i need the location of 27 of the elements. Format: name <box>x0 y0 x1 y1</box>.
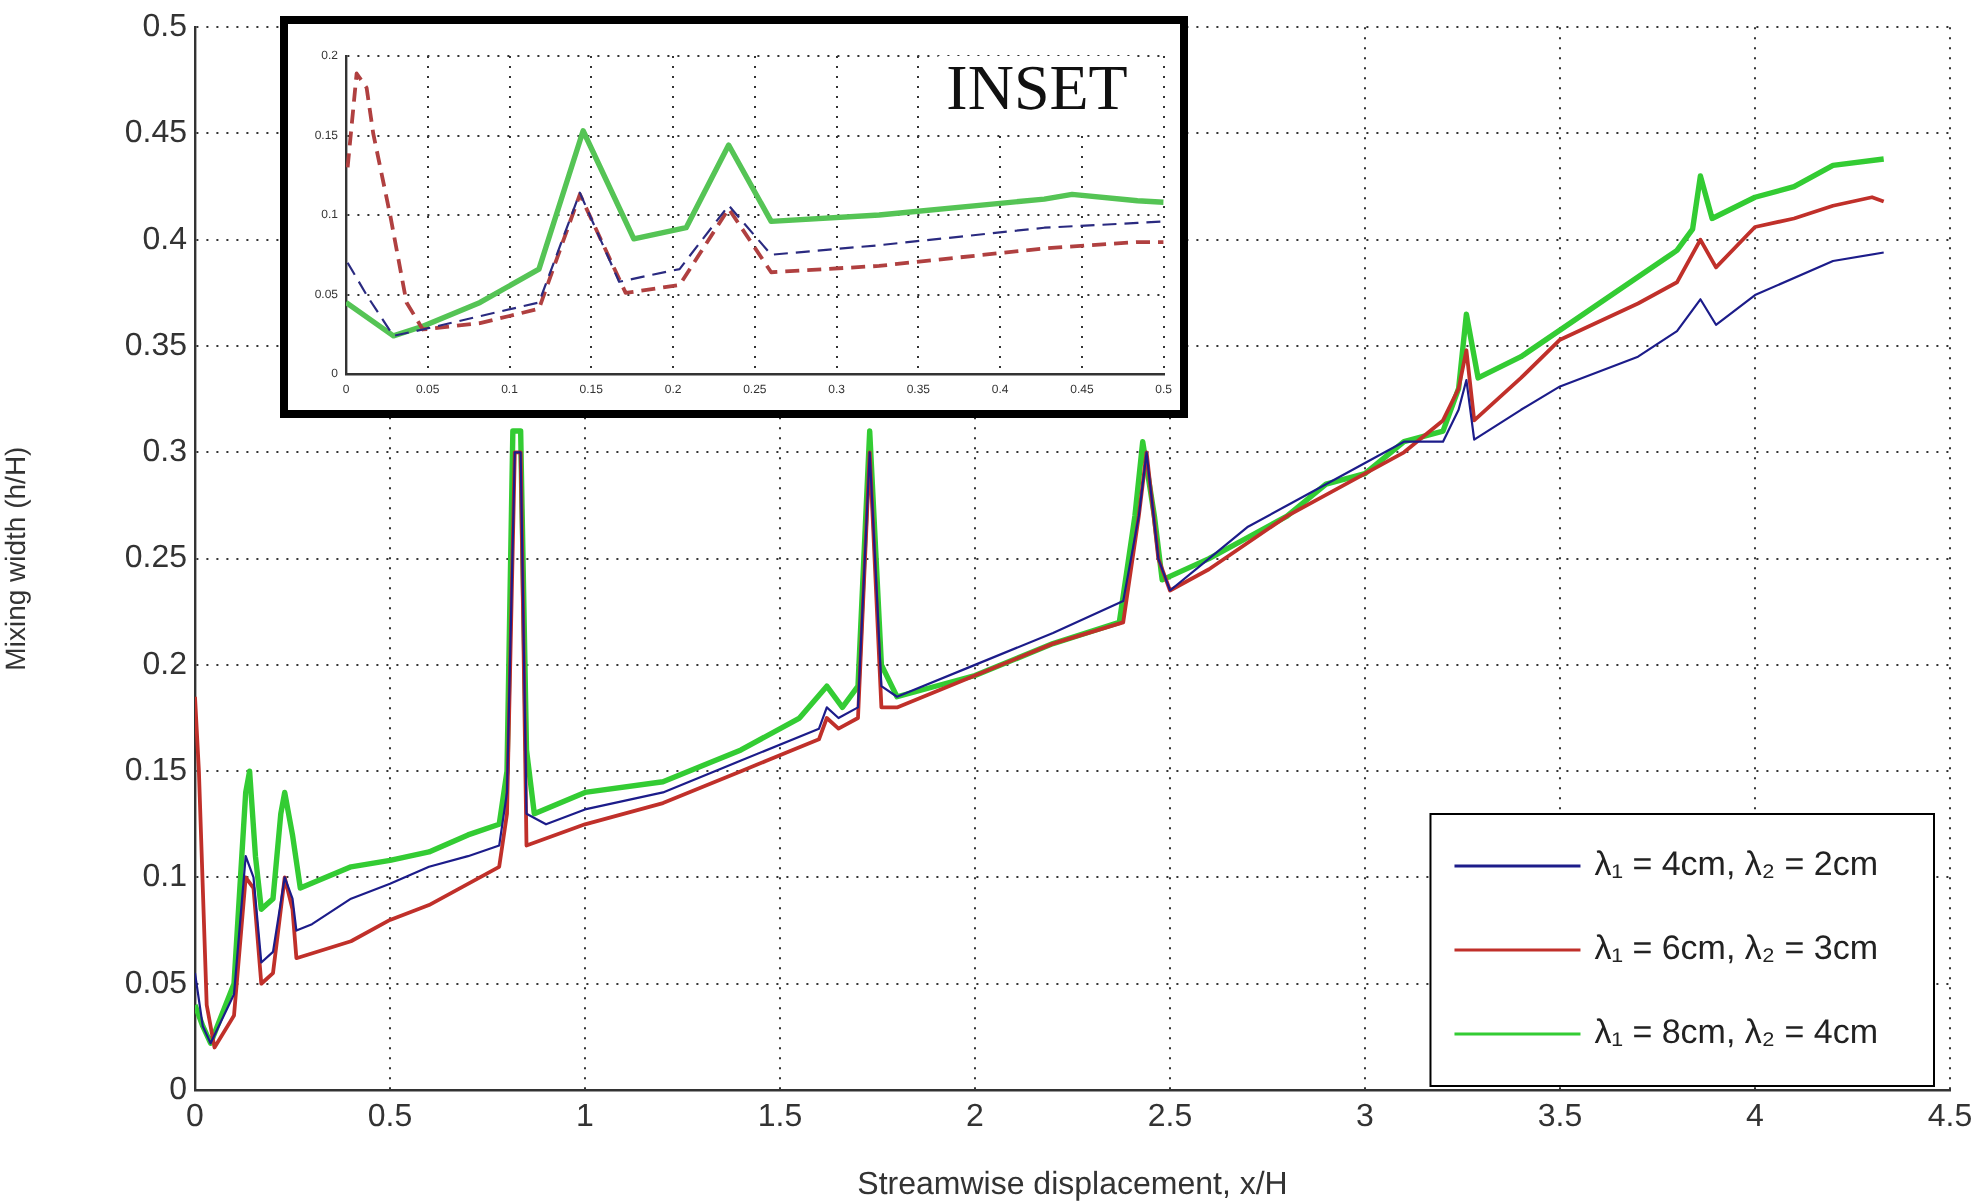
y-tick-label: 0.2 <box>142 647 188 682</box>
x-tick-label: 3 <box>1356 1100 1375 1135</box>
y-tick-label: 0.1 <box>142 860 188 895</box>
y-tick-label: 0 <box>169 1072 188 1107</box>
x-tick-label: 4 <box>1746 1100 1765 1135</box>
legend-label: λ₁ = 4cm, λ₂ = 2cm <box>1594 845 1879 884</box>
line-series <box>346 191 1164 337</box>
y-tick-label: 0.45 <box>124 116 188 151</box>
legend-label: λ₁ = 6cm, λ₂ = 3cm <box>1594 929 1879 968</box>
y-tick-label: 0.15 <box>124 753 188 788</box>
x-tick-label: 1 <box>576 1100 595 1135</box>
x-tick-label: 2.5 <box>1147 1100 1193 1135</box>
x-tick-label: 0.5 <box>367 1100 413 1135</box>
x-axis-title: Streamwise displacement, x/H <box>857 1167 1288 1202</box>
y-tick-label: 0.35 <box>124 328 188 363</box>
y-tick-label: 0.25 <box>124 541 188 576</box>
x-tick-label: 1.5 <box>757 1100 803 1135</box>
x-tick-label: 3.5 <box>1537 1100 1583 1135</box>
y-tick-label: 0.5 <box>142 10 188 45</box>
legend-label: λ₁ = 8cm, λ₂ = 4cm <box>1594 1013 1879 1052</box>
x-tick-label: 4.5 <box>1927 1100 1973 1135</box>
y-axis-title: Mixing width (h/H) <box>0 446 31 671</box>
annotation: INSET <box>946 50 1129 123</box>
y-tick-label: 0.3 <box>142 435 188 470</box>
x-tick-label: 2 <box>966 1100 985 1135</box>
y-tick-label: 0.05 <box>124 966 188 1001</box>
y-tick-label: 0.4 <box>142 222 188 257</box>
